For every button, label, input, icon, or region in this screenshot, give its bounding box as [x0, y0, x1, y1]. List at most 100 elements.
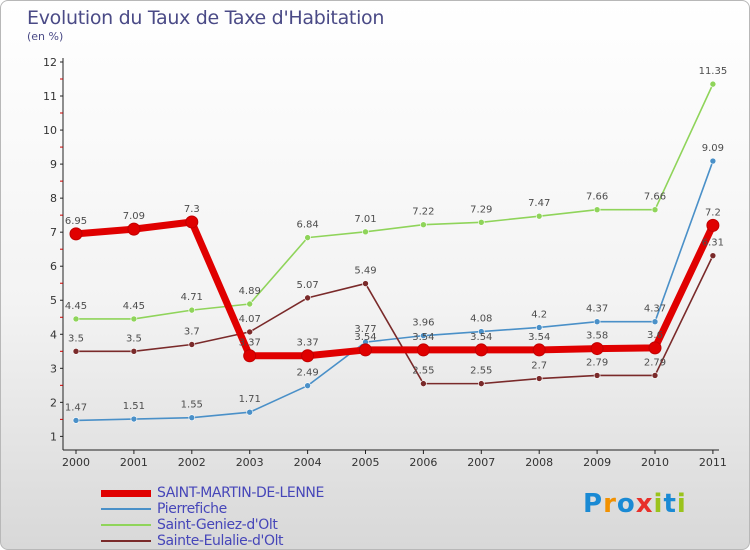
- data-point-saint-martin: [416, 343, 430, 357]
- y-tick-label: 11: [43, 90, 57, 103]
- x-tick-label: 2005: [352, 456, 380, 469]
- legend-swatch: [101, 524, 151, 526]
- data-point-pierrefiche: [477, 328, 485, 335]
- data-label-pierrefiche: 4.2: [531, 309, 547, 320]
- data-label-pierrefiche: 3.77: [354, 324, 376, 335]
- data-label-pierrefiche: 9.09: [702, 143, 724, 154]
- data-label-saint-geniez: 7.47: [528, 198, 550, 209]
- data-point-saint-martin: [301, 349, 315, 363]
- data-point-saint-geniez: [709, 80, 717, 88]
- data-point-saint-geniez: [246, 300, 253, 308]
- data-label-saint-martin: 7.2: [705, 207, 721, 218]
- data-point-pierrefiche: [709, 157, 717, 165]
- x-tick-label: 2002: [178, 456, 206, 469]
- data-point-saint-martin: [359, 343, 372, 357]
- data-point-pierrefiche: [593, 318, 601, 325]
- data-label-saint-martin: 7.3: [184, 204, 200, 215]
- data-label-sainte-eulalie: 2.7: [531, 361, 547, 372]
- data-label-sainte-eulalie: 5.07: [296, 280, 318, 291]
- data-label-saint-martin: 3.37: [296, 338, 318, 349]
- data-label-saint-geniez: 7.22: [412, 207, 434, 218]
- logo-letter: P: [583, 489, 604, 519]
- y-tick-label: 6: [50, 260, 57, 273]
- logo-letter: o: [616, 489, 636, 519]
- data-label-saint-geniez: 7.66: [586, 192, 608, 203]
- data-label-saint-martin: 3.54: [470, 332, 492, 343]
- chart-subtitle: (en %): [27, 30, 64, 43]
- data-point-sainte-eulalie: [130, 347, 138, 355]
- data-label-layer: 6.95 7.09 7.3 3.37 3.37 3.54 3.54 3.54 3.54 3.58 3…: [65, 66, 727, 413]
- x-tick-label: 2004: [294, 456, 322, 469]
- data-label-pierrefiche: 1.51: [123, 401, 145, 412]
- series-layer: [69, 80, 720, 424]
- y-tick-label: 9: [50, 158, 57, 171]
- data-label-pierrefiche: 4.37: [644, 304, 666, 315]
- data-point-sainte-eulalie: [362, 280, 369, 287]
- data-point-saint-martin: [69, 227, 83, 241]
- data-label-saint-martin: 3.58: [586, 331, 608, 342]
- series-line-pierrefiche: [75, 160, 714, 422]
- data-label-sainte-eulalie: 3.5: [126, 333, 142, 344]
- data-point-sainte-eulalie: [420, 380, 427, 387]
- data-point-saint-geniez: [188, 306, 196, 314]
- series-line-saint-geniez: [75, 83, 714, 320]
- y-tick-label: 4: [50, 328, 57, 341]
- data-label-saint-martin: 7.09: [123, 211, 145, 222]
- data-point-pierrefiche: [246, 408, 253, 416]
- y-tick-label: 3: [50, 362, 57, 375]
- data-point-pierrefiche: [535, 324, 543, 331]
- legend-swatch: [101, 508, 151, 510]
- data-point-sainte-eulalie: [535, 375, 543, 382]
- legend-swatch: [101, 489, 151, 497]
- series-line-sainte-eulalie: [75, 254, 714, 385]
- data-label-saint-martin: 6.95: [65, 216, 87, 227]
- y-tick-label: 12: [43, 56, 57, 69]
- y-tick-label: 8: [50, 192, 57, 205]
- logo-letter: i: [676, 489, 687, 519]
- data-label-pierrefiche: 1.71: [239, 394, 261, 405]
- legend-label: Pierrefiche: [157, 501, 227, 517]
- data-label-pierrefiche: 4.08: [470, 314, 492, 325]
- data-label-saint-martin: 3.54: [412, 332, 434, 343]
- data-label-pierrefiche: 1.47: [65, 402, 87, 413]
- data-label-saint-geniez: 4.89: [239, 286, 261, 297]
- data-point-sainte-eulalie: [246, 328, 253, 336]
- data-label-sainte-eulalie: 5.49: [354, 266, 376, 277]
- data-label-saint-martin: 3.54: [528, 332, 550, 343]
- x-tick-label: 2009: [583, 456, 611, 469]
- x-tick-label: 2010: [641, 456, 669, 469]
- legend-label: Saint-Geniez-d'Olt: [157, 517, 278, 533]
- legend-swatch: [101, 540, 151, 542]
- data-point-sainte-eulalie: [593, 372, 601, 379]
- x-tick-label: 2006: [409, 456, 437, 469]
- data-label-saint-geniez: 11.35: [699, 66, 728, 77]
- data-label-saint-martin: 3.6: [647, 330, 663, 341]
- y-tick-label: 2: [50, 396, 57, 409]
- data-label-saint-geniez: 4.45: [65, 301, 87, 312]
- data-label-sainte-eulalie: 3.7: [184, 326, 200, 337]
- chart-title: Evolution du Taux de Taxe d'Habitation: [27, 7, 385, 29]
- data-point-sainte-eulalie: [651, 372, 659, 379]
- data-label-sainte-eulalie: 2.55: [412, 366, 434, 377]
- data-point-saint-martin: [706, 218, 720, 232]
- logo-letter: r: [603, 489, 617, 519]
- x-tick-label: 2007: [467, 456, 495, 469]
- data-point-pierrefiche: [420, 332, 427, 339]
- data-point-saint-geniez: [304, 234, 311, 241]
- data-point-saint-geniez: [535, 212, 543, 220]
- data-point-saint-geniez: [72, 315, 80, 323]
- x-tick-label: 2000: [62, 456, 90, 469]
- data-point-saint-geniez: [130, 315, 138, 323]
- data-point-saint-geniez: [362, 228, 369, 236]
- data-label-pierrefiche: 2.49: [296, 368, 318, 379]
- data-point-saint-geniez: [477, 219, 485, 226]
- data-point-saint-martin: [474, 343, 488, 357]
- data-label-pierrefiche: 4.37: [586, 304, 608, 315]
- data-label-sainte-eulalie: 2.79: [644, 357, 666, 368]
- data-label-pierrefiche: 1.55: [181, 400, 203, 411]
- data-point-saint-martin: [590, 342, 604, 356]
- data-label-pierrefiche: 3.96: [412, 318, 434, 329]
- data-point-sainte-eulalie: [709, 252, 717, 259]
- x-tick-label: 2008: [525, 456, 553, 469]
